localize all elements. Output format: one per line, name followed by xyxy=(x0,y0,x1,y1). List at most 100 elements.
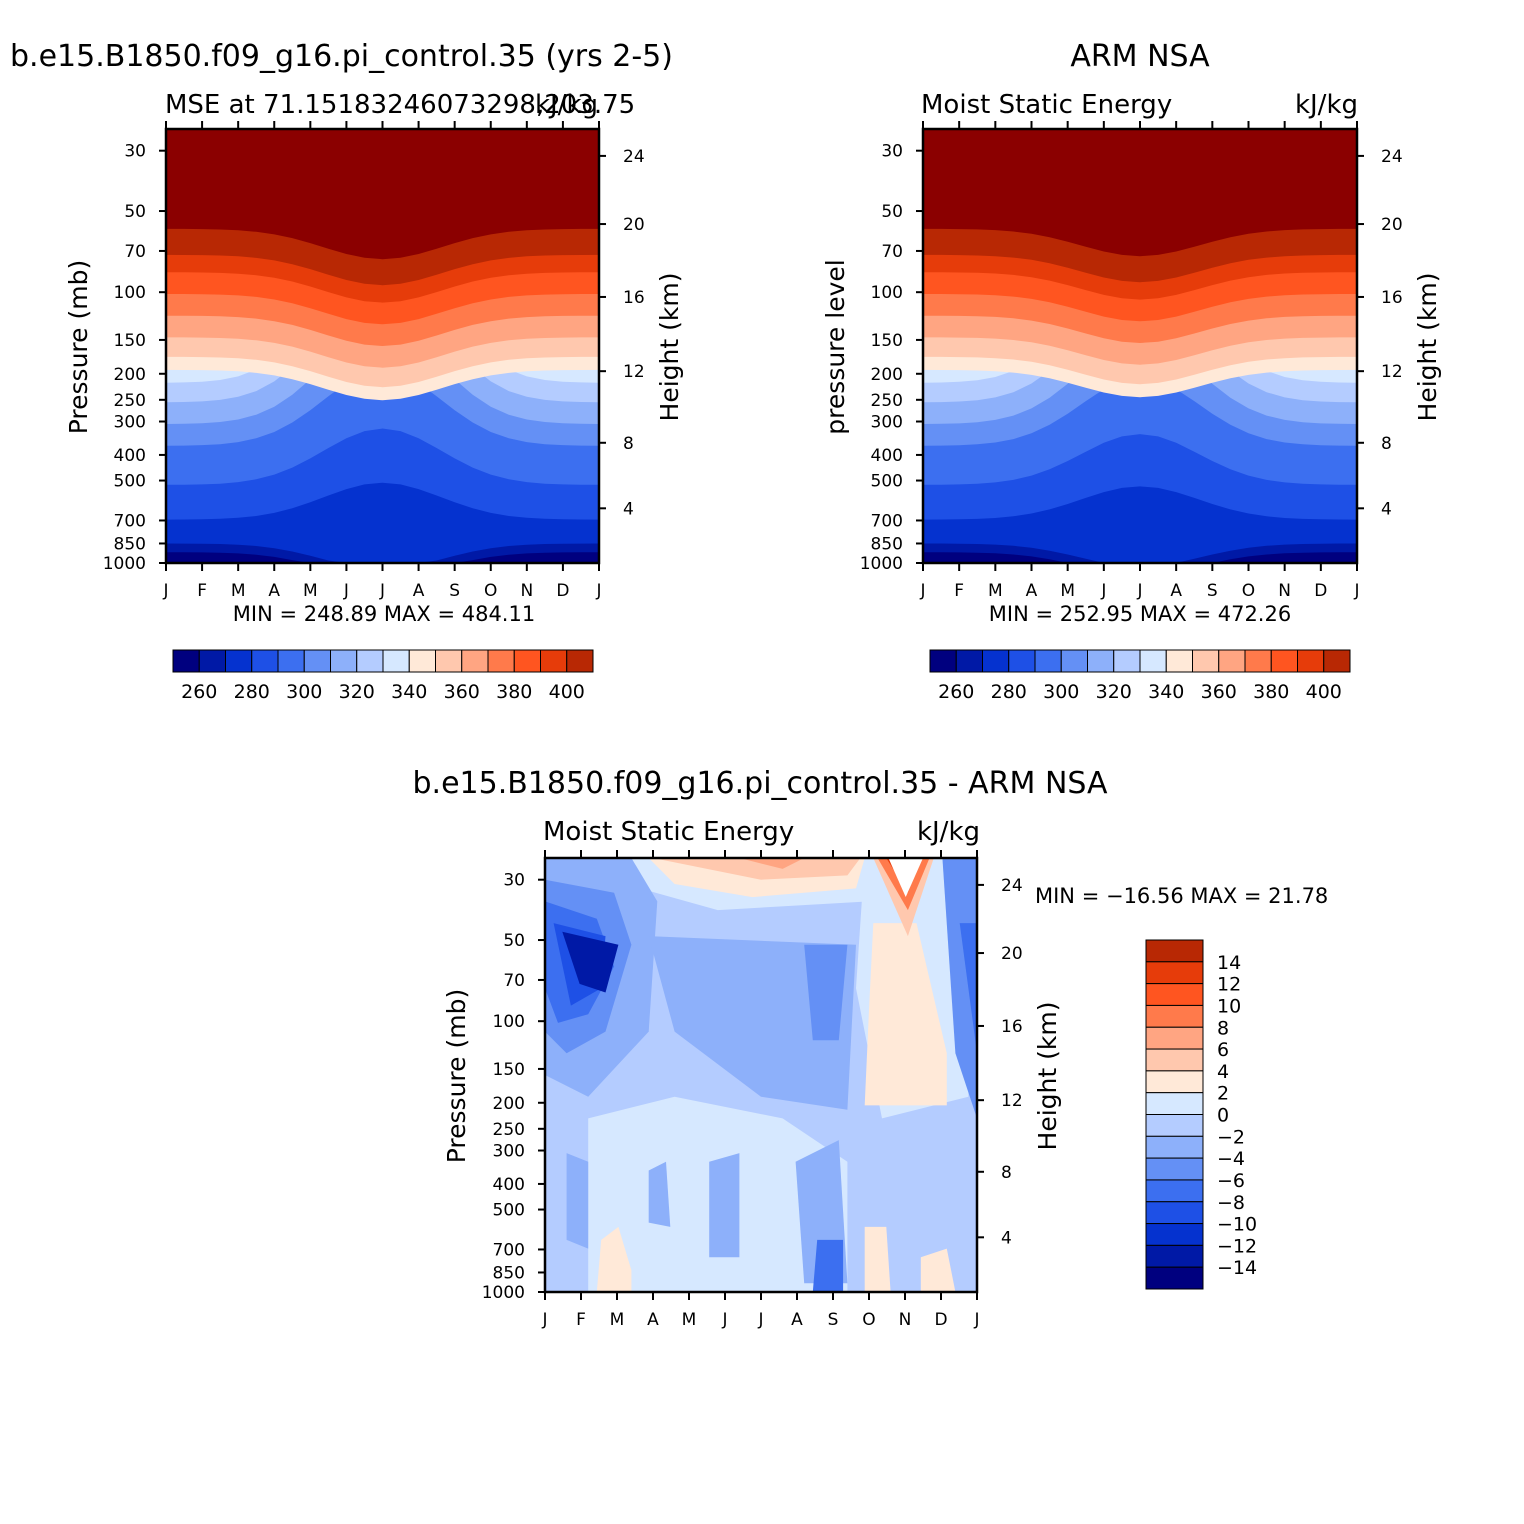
y-tick-label: 850 xyxy=(871,534,903,554)
x-tick-label: J xyxy=(721,1310,727,1330)
x-tick-label: M xyxy=(231,581,246,601)
y-tick-label: 30 xyxy=(124,142,146,162)
colorbar-label: 340 xyxy=(391,681,427,703)
colorbar-box xyxy=(1145,1201,1204,1225)
panel-difference: b.e15.B1850.f09_g16.pi_control.35 - ARM … xyxy=(412,766,1328,1330)
contour-region xyxy=(812,1239,844,1292)
y-tick-label: 700 xyxy=(871,511,903,531)
colorbar-box xyxy=(408,649,436,673)
panel-subtitle-right: kJ/kg xyxy=(917,817,980,847)
x-tick-label: A xyxy=(413,581,425,601)
y2-axis-label: Height (km) xyxy=(1033,1002,1062,1151)
colorbar-label: 360 xyxy=(444,681,480,703)
x-tick-label: M xyxy=(988,581,1003,601)
y-tick-label: 300 xyxy=(493,1142,525,1162)
colorbar-label: 6 xyxy=(1217,1039,1229,1061)
x-tick-label: S xyxy=(828,1310,839,1330)
x-tick-label: S xyxy=(449,581,460,601)
contour-region xyxy=(864,1226,891,1292)
colorbar-label: −6 xyxy=(1217,1170,1245,1192)
x-tick-label: J xyxy=(973,1310,979,1330)
y-tick-label: 400 xyxy=(493,1175,525,1195)
colorbar-box xyxy=(513,649,541,673)
y2-axis-label: Height (km) xyxy=(1413,273,1442,422)
y-tick-label: 250 xyxy=(871,391,903,411)
x-tick-label: J xyxy=(343,581,349,601)
x-tick-label: D xyxy=(556,581,569,601)
colorbar-box xyxy=(1087,649,1115,673)
y-tick-label: 850 xyxy=(114,534,146,554)
colorbar-label: 320 xyxy=(1096,681,1132,703)
y-tick-label: 500 xyxy=(871,472,903,492)
colorbar-box xyxy=(303,649,331,673)
contour-region xyxy=(566,1153,589,1249)
colorbar-label: 280 xyxy=(991,681,1027,703)
y-tick-label: 1000 xyxy=(103,554,146,574)
y-tick-label: 850 xyxy=(493,1263,525,1283)
colorbar-box xyxy=(1145,1092,1204,1115)
y-tick-label: 200 xyxy=(493,1094,525,1114)
colorbar-label: 320 xyxy=(339,681,375,703)
x-tick-label: J xyxy=(541,1310,547,1330)
panel-subtitle-left: Moist Static Energy xyxy=(543,817,794,847)
colorbar-label: 400 xyxy=(549,681,585,703)
colorbar-label: 380 xyxy=(1253,681,1289,703)
colorbar-box xyxy=(1034,649,1062,673)
y2-tick-label: 20 xyxy=(1381,215,1403,235)
panel-subtitle-right: kJ/kg xyxy=(535,90,598,120)
colorbar-box xyxy=(1145,1004,1204,1028)
y-tick-label: 150 xyxy=(871,331,903,351)
y-axis-label: Pressure (mb) xyxy=(64,260,93,434)
colorbar-box xyxy=(172,649,200,673)
colorbar-box xyxy=(435,649,463,673)
y-tick-label: 250 xyxy=(114,391,146,411)
colorbar-box xyxy=(1145,1026,1204,1050)
colorbar-box xyxy=(540,649,568,673)
colorbar-box xyxy=(1139,649,1167,673)
colorbar-box xyxy=(1145,1048,1204,1072)
colorbar-label: 360 xyxy=(1201,681,1237,703)
y2-tick-label: 24 xyxy=(623,147,645,167)
y-tick-label: 100 xyxy=(493,1012,525,1032)
x-tick-label: F xyxy=(576,1310,586,1330)
colorbar-label: −8 xyxy=(1217,1192,1245,1214)
x-tick-label: J xyxy=(757,1310,763,1330)
y-tick-label: 400 xyxy=(871,446,903,466)
panel-model-mse: b.e15.B1850.f09_g16.pi_control.35 (yrs 2… xyxy=(10,39,684,703)
colorbar-label: −12 xyxy=(1217,1235,1257,1257)
colorbar-box xyxy=(1192,649,1220,673)
y-tick-label: 70 xyxy=(503,971,525,991)
missing-region xyxy=(888,858,923,898)
x-tick-label: F xyxy=(197,581,207,601)
colorbar-box xyxy=(1145,1223,1204,1246)
min-max-label: MIN = 252.95 MAX = 472.26 xyxy=(989,602,1291,626)
y-tick-label: 100 xyxy=(114,283,146,303)
y2-tick-label: 4 xyxy=(623,499,634,519)
colorbar-label: −4 xyxy=(1217,1148,1245,1170)
colorbar-box xyxy=(566,649,594,673)
colorbar-box xyxy=(1297,649,1325,673)
y-tick-label: 30 xyxy=(881,142,903,162)
colorbar-box xyxy=(1323,649,1351,673)
x-tick-label: M xyxy=(1060,581,1075,601)
y2-tick-label: 16 xyxy=(1001,1017,1023,1037)
contour-region xyxy=(648,936,856,1110)
y2-tick-label: 4 xyxy=(1381,499,1392,519)
y2-tick-label: 20 xyxy=(623,215,645,235)
contour-region xyxy=(864,923,947,1106)
x-tick-label: A xyxy=(1170,581,1182,601)
panel-title: ARM NSA xyxy=(1070,39,1210,74)
x-tick-label: N xyxy=(899,1310,912,1330)
colorbar-label: 260 xyxy=(938,681,974,703)
contour-region xyxy=(920,1248,956,1292)
y-tick-label: 70 xyxy=(881,242,903,262)
y-tick-label: 700 xyxy=(493,1240,525,1260)
colorbar-box xyxy=(1113,649,1141,673)
colorbar-box xyxy=(1145,1114,1204,1137)
panel-subtitle-left: MSE at 71.15183246073298,203.75 xyxy=(165,90,635,120)
y2-tick-label: 12 xyxy=(1381,362,1403,382)
